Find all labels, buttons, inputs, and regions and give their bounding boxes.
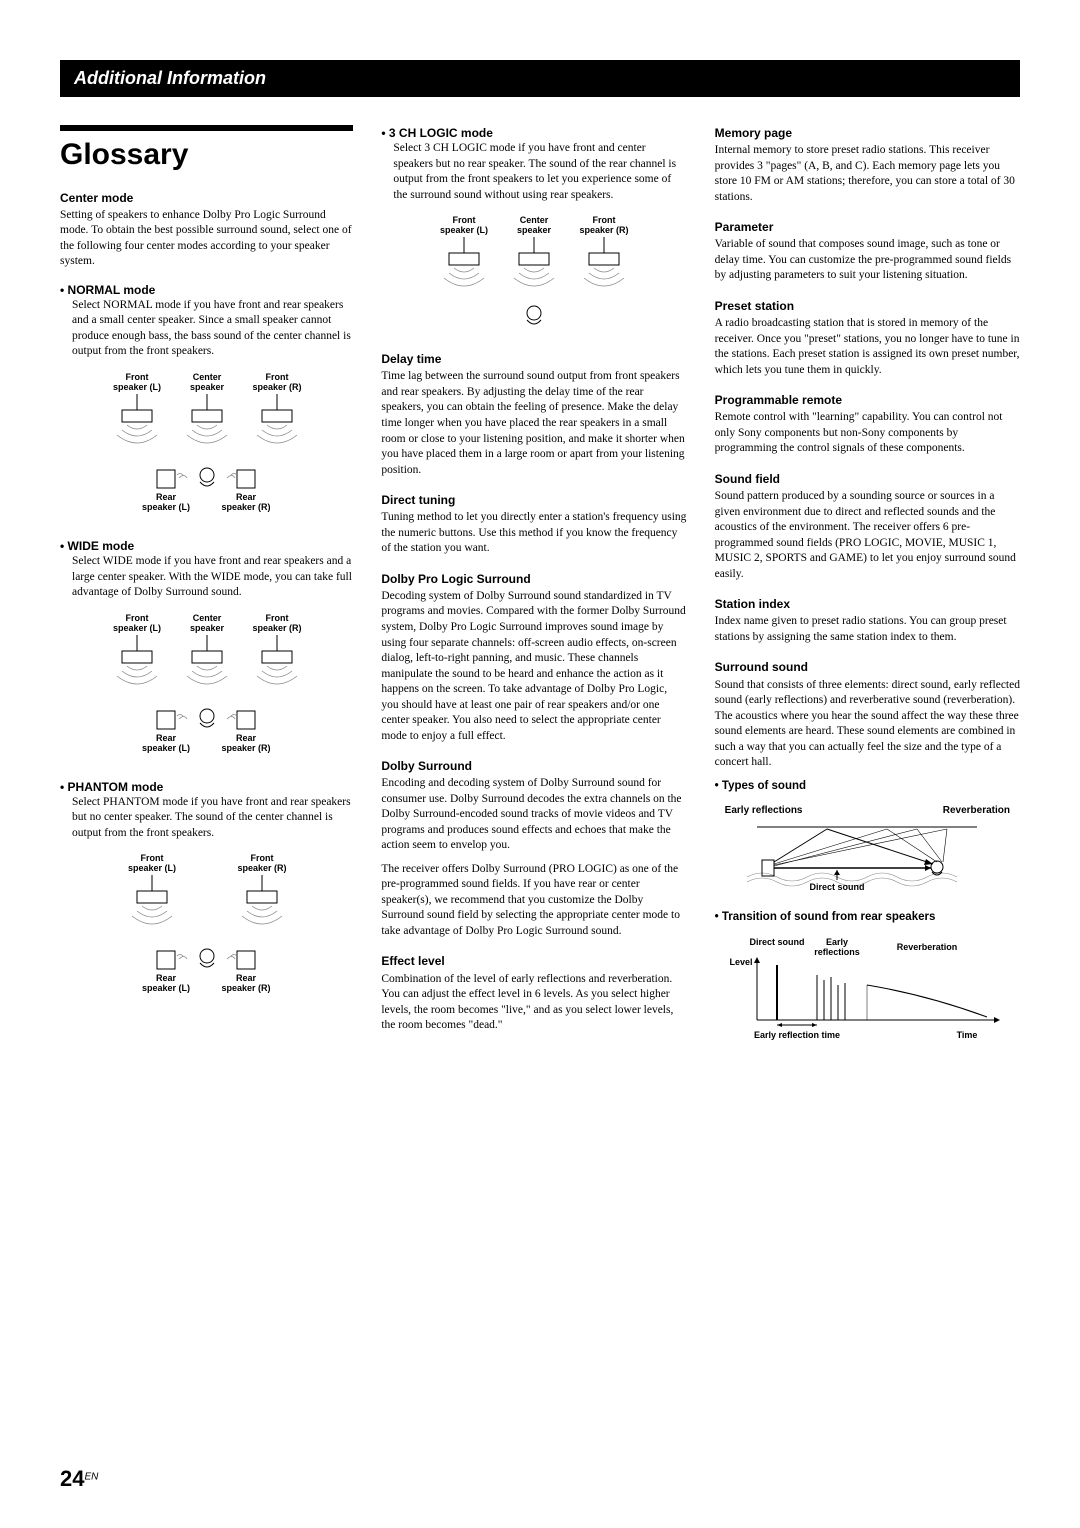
- sub-types: Types of sound: [715, 779, 1020, 795]
- term-dolby-surr: Dolby Surround: [381, 758, 686, 774]
- column-1: Glossary Center mode Setting of speakers…: [60, 125, 353, 1063]
- svg-text:Rear: Rear: [236, 973, 257, 983]
- svg-text:Front: Front: [140, 853, 163, 863]
- body-normal: Select NORMAL mode if you have front and…: [60, 298, 353, 360]
- svg-text:speaker (L): speaker (L): [113, 623, 161, 633]
- body-dolby-pro: Decoding system of Dolby Surround sound …: [381, 589, 686, 744]
- svg-text:Center: Center: [520, 215, 549, 225]
- body-dolby-surr-1: Encoding and decoding system of Dolby Su…: [381, 776, 686, 854]
- column-container: Glossary Center mode Setting of speakers…: [60, 125, 1020, 1063]
- diagram-wide: Front speaker (L) Center speaker Front s…: [60, 611, 353, 761]
- svg-text:speaker (R): speaker (R): [237, 863, 286, 873]
- svg-text:speaker (L): speaker (L): [142, 743, 190, 753]
- body-center-mode: Setting of speakers to enhance Dolby Pro…: [60, 208, 353, 270]
- column-3: Memory page Internal memory to store pre…: [715, 125, 1020, 1063]
- term-delay: Delay time: [381, 351, 686, 367]
- svg-text:reflections: reflections: [815, 947, 861, 957]
- svg-text:Front: Front: [265, 372, 288, 382]
- label-early-refl: Early reflections: [725, 804, 803, 818]
- body-memory: Internal memory to store preset radio st…: [715, 143, 1020, 205]
- column-2: 3 CH LOGIC mode Select 3 CH LOGIC mode i…: [381, 125, 686, 1063]
- term-station-idx: Station index: [715, 596, 1020, 612]
- svg-text:speaker: speaker: [190, 623, 225, 633]
- body-wide: Select WIDE mode if you have front and r…: [60, 554, 353, 601]
- term-effect: Effect level: [381, 953, 686, 969]
- svg-text:Front: Front: [453, 215, 476, 225]
- body-preset: A radio broadcasting station that is sto…: [715, 316, 1020, 378]
- svg-text:Direct sound: Direct sound: [810, 882, 865, 892]
- label-reverb: Reverberation: [943, 804, 1010, 818]
- svg-text:Level: Level: [730, 957, 753, 967]
- svg-text:Front: Front: [265, 613, 288, 623]
- bullet-wide: WIDE mode: [60, 538, 353, 554]
- page-number-value: 24: [60, 1466, 84, 1491]
- svg-text:speaker (R): speaker (R): [221, 502, 270, 512]
- svg-text:speaker (R): speaker (R): [579, 225, 628, 235]
- diagram-3ch: Front speaker (L) Center speaker Front s…: [381, 213, 686, 333]
- body-3ch: Select 3 CH LOGIC mode if you have front…: [381, 141, 686, 203]
- body-parameter: Variable of sound that composes sound im…: [715, 237, 1020, 284]
- term-center-mode: Center mode: [60, 190, 353, 206]
- svg-text:Center: Center: [192, 372, 221, 382]
- body-effect: Combination of the level of early reflec…: [381, 972, 686, 1034]
- body-dolby-surr-2: The receiver offers Dolby Surround (PRO …: [381, 862, 686, 940]
- page-number: 24EN: [60, 1466, 98, 1492]
- svg-text:Rear: Rear: [156, 973, 177, 983]
- term-sound-field: Sound field: [715, 471, 1020, 487]
- body-prog-remote: Remote control with "learning" capabilit…: [715, 410, 1020, 457]
- svg-text:Front: Front: [125, 613, 148, 623]
- page-number-lang: EN: [84, 1472, 98, 1483]
- svg-text:speaker (L): speaker (L): [128, 863, 176, 873]
- svg-text:speaker (L): speaker (L): [142, 502, 190, 512]
- term-parameter: Parameter: [715, 219, 1020, 235]
- body-surround: Sound that consists of three elements: d…: [715, 678, 1020, 771]
- body-phantom: Select PHANTOM mode if you have front an…: [60, 795, 353, 842]
- page-title: Glossary: [60, 135, 353, 176]
- bullet-phantom: PHANTOM mode: [60, 779, 353, 795]
- svg-text:Front: Front: [593, 215, 616, 225]
- title-rule: [60, 125, 353, 131]
- svg-text:Reverberation: Reverberation: [897, 942, 958, 952]
- svg-text:Rear: Rear: [236, 733, 257, 743]
- svg-text:Time: Time: [957, 1030, 978, 1040]
- body-delay: Time lag between the surround sound outp…: [381, 369, 686, 478]
- svg-text:speaker: speaker: [190, 382, 225, 392]
- bullet-3ch: 3 CH LOGIC mode: [381, 125, 686, 141]
- term-memory: Memory page: [715, 125, 1020, 141]
- body-direct-tuning: Tuning method to let you directly enter …: [381, 510, 686, 557]
- term-prog-remote: Programmable remote: [715, 392, 1020, 408]
- term-preset: Preset station: [715, 298, 1020, 314]
- svg-text:speaker: speaker: [517, 225, 552, 235]
- svg-text:Front: Front: [250, 853, 273, 863]
- body-station-idx: Index name given to preset radio station…: [715, 614, 1020, 645]
- svg-text:Front: Front: [125, 372, 148, 382]
- term-surround: Surround sound: [715, 659, 1020, 675]
- svg-text:Direct sound: Direct sound: [750, 937, 805, 947]
- svg-text:Center: Center: [192, 613, 221, 623]
- diagram-normal: Front speaker (L) Center speaker Front s…: [60, 370, 353, 520]
- svg-text:Rear: Rear: [156, 733, 177, 743]
- bullet-normal: NORMAL mode: [60, 282, 353, 298]
- svg-text:Rear: Rear: [156, 492, 177, 502]
- svg-text:speaker (L): speaker (L): [113, 382, 161, 392]
- sub-transition: Transition of sound from rear speakers: [715, 910, 1020, 926]
- section-header: Additional Information: [60, 60, 1020, 97]
- svg-text:speaker (R): speaker (R): [221, 743, 270, 753]
- svg-text:speaker (L): speaker (L): [440, 225, 488, 235]
- term-dolby-pro: Dolby Pro Logic Surround: [381, 571, 686, 587]
- svg-text:Rear: Rear: [236, 492, 257, 502]
- svg-text:speaker (R): speaker (R): [252, 382, 301, 392]
- term-direct-tuning: Direct tuning: [381, 492, 686, 508]
- svg-text:Early: Early: [826, 937, 848, 947]
- body-sound-field: Sound pattern produced by a sounding sou…: [715, 489, 1020, 582]
- diagram-types: Early reflections Reverberation: [715, 804, 1020, 892]
- svg-text:speaker (R): speaker (R): [221, 983, 270, 993]
- svg-text:speaker (L): speaker (L): [142, 983, 190, 993]
- svg-text:Early reflection time: Early reflection time: [754, 1030, 840, 1040]
- diagram-transition: Direct sound Early reflections Reverbera…: [715, 935, 1020, 1045]
- svg-text:speaker (R): speaker (R): [252, 623, 301, 633]
- diagram-phantom: Front speaker (L) Front speaker (R): [60, 851, 353, 1001]
